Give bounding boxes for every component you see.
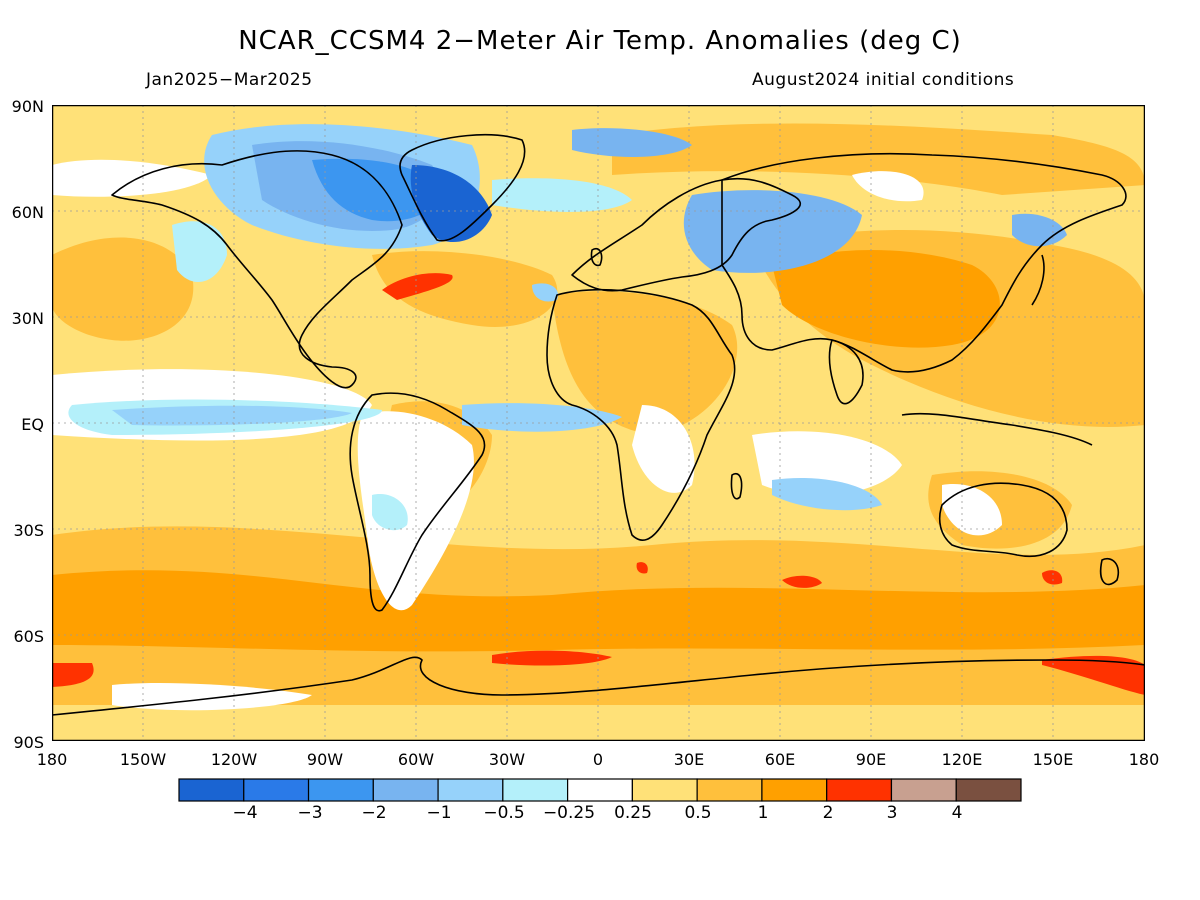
lon-label-150e: 150E bbox=[1032, 750, 1074, 769]
lat-label-30n: 30N bbox=[11, 309, 44, 328]
colorbar-swatch bbox=[307, 778, 374, 802]
antarctic-atlantic-hotspot bbox=[492, 650, 612, 666]
coastlines bbox=[52, 134, 1145, 716]
equatorial-atlantic-cool bbox=[462, 403, 622, 432]
lon-label-60e: 60E bbox=[764, 750, 796, 769]
colorbar-label: −0.5 bbox=[483, 803, 525, 823]
lon-label-180w: 180 bbox=[36, 750, 68, 769]
colorbar-label: −2 bbox=[361, 803, 387, 823]
north-atlantic-cool bbox=[492, 178, 632, 212]
siberia-neutral bbox=[852, 171, 924, 202]
south-america-neutral bbox=[357, 411, 474, 611]
west-siberia-cool bbox=[683, 190, 862, 273]
coast-antarctica bbox=[52, 656, 1145, 716]
colorbar-swatch bbox=[631, 778, 698, 802]
map-title: NCAR_CCSM4 2−Meter Air Temp. Anomalies (… bbox=[238, 26, 962, 56]
coast-south-america bbox=[349, 392, 486, 612]
indian-ocean-cool bbox=[772, 477, 882, 511]
cool-regions bbox=[68, 124, 1067, 531]
canada-cool-strong bbox=[312, 158, 442, 222]
lon-label-180e: 180 bbox=[1128, 750, 1160, 769]
arctic-ocean-cool bbox=[572, 128, 692, 157]
lat-label-90n: 90N bbox=[11, 97, 44, 116]
colorbar-label: 4 bbox=[951, 803, 963, 823]
north-pacific-warm bbox=[52, 237, 194, 341]
lon-label-120w: 120W bbox=[210, 750, 258, 769]
colorbar-swatch bbox=[761, 778, 828, 802]
lon-label-120e: 120E bbox=[941, 750, 983, 769]
coast-greenland bbox=[399, 134, 526, 242]
southern-ocean-strong-band bbox=[52, 570, 1145, 652]
lat-label-60s: 60S bbox=[13, 627, 44, 646]
lon-label-90e: 90E bbox=[855, 750, 887, 769]
coast-australia bbox=[938, 482, 1068, 557]
lat-label-60n: 60N bbox=[11, 203, 44, 222]
coast-british-isles bbox=[590, 247, 603, 267]
lon-label-0: 0 bbox=[592, 750, 604, 769]
lat-label-eq: EQ bbox=[21, 415, 44, 434]
colorbar-swatch bbox=[372, 778, 439, 802]
lon-label-30e: 30E bbox=[673, 750, 705, 769]
colorbar-label: 0.5 bbox=[684, 803, 712, 823]
colorbar-swatch bbox=[696, 778, 763, 802]
colorbar-swatch bbox=[437, 778, 504, 802]
hot-spots bbox=[52, 183, 1145, 695]
south-atlantic-hotspot bbox=[636, 562, 648, 574]
africa-neutral bbox=[632, 405, 695, 493]
colorbar-label: −4 bbox=[232, 803, 258, 823]
south-indian-hotspot bbox=[782, 575, 822, 588]
colorbar-label: 1 bbox=[757, 803, 769, 823]
coast-indonesia bbox=[901, 412, 1093, 446]
map-frame bbox=[52, 105, 1145, 741]
colorbar-label: 0.25 bbox=[614, 803, 652, 823]
western-australia-neutral bbox=[942, 484, 1002, 536]
colorbar-swatch bbox=[826, 778, 893, 802]
lat-label-90s: 90S bbox=[13, 733, 44, 752]
arctic-neutral-alaska bbox=[52, 159, 212, 197]
colorbar-label: −0.25 bbox=[542, 803, 596, 823]
colorbar-swatch bbox=[178, 778, 245, 802]
lat-label-30s: 30S bbox=[13, 521, 44, 540]
coast-india bbox=[828, 339, 864, 405]
coast-madagascar bbox=[730, 473, 743, 500]
coast-new-zealand bbox=[1099, 558, 1120, 586]
lon-label-60w: 60W bbox=[397, 750, 435, 769]
graticule bbox=[52, 105, 1145, 741]
coast-asia bbox=[721, 152, 1127, 373]
coast-north-america bbox=[111, 150, 403, 389]
greenland-cool bbox=[410, 165, 492, 243]
north-atlantic-warm bbox=[372, 251, 558, 327]
central-asia-strong bbox=[772, 250, 1000, 348]
color-legend-bar bbox=[178, 778, 1022, 802]
colorbar-swatch bbox=[243, 778, 310, 802]
equatorial-pacific-cool-core bbox=[112, 405, 352, 426]
pacific-nw-cool bbox=[172, 221, 227, 282]
lon-label-150w: 150W bbox=[119, 750, 167, 769]
colorbar-swatch bbox=[502, 778, 569, 802]
initial-conditions: August2024 initial conditions bbox=[752, 70, 1015, 90]
colorbar-swatch bbox=[890, 778, 957, 802]
antarctic-pacific-hotspot bbox=[52, 663, 94, 687]
anomaly-map bbox=[52, 105, 1145, 741]
tasman-hotspot bbox=[1042, 570, 1063, 585]
colorbar-label: 2 bbox=[822, 803, 834, 823]
ross-sea-hotspot bbox=[1042, 655, 1145, 695]
south-pacific-cool bbox=[372, 494, 408, 531]
colorbar-label: −1 bbox=[426, 803, 452, 823]
coast-europe bbox=[571, 177, 801, 292]
coast-africa bbox=[546, 289, 736, 541]
lon-label-90w: 90W bbox=[306, 750, 344, 769]
colorbar-swatch bbox=[955, 778, 1022, 802]
colorbar-label: −3 bbox=[297, 803, 323, 823]
forecast-period: Jan2025−Mar2025 bbox=[146, 70, 313, 90]
arctic-siberia-warm bbox=[612, 123, 1145, 195]
colorbar-swatch bbox=[567, 778, 633, 802]
coast-japan bbox=[1031, 254, 1045, 306]
azores-cool bbox=[532, 283, 558, 302]
colorbar-label: 3 bbox=[886, 803, 898, 823]
lon-label-30w: 30W bbox=[488, 750, 526, 769]
gulf-stream-hotspot bbox=[382, 273, 453, 300]
